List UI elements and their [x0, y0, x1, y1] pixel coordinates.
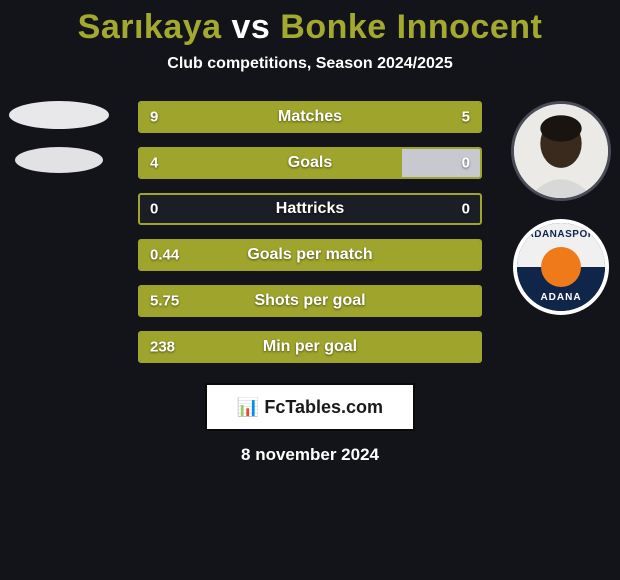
comparison-stage: ADANASPOR ADANA 9 Matches 5 4 Goals 0 0 Hattric…	[0, 101, 620, 363]
left-avatar-column	[4, 101, 114, 173]
stat-value-right: 0	[462, 201, 470, 218]
chart-icon: 📊	[237, 397, 258, 418]
stat-bar: 0 Hattricks 0	[138, 193, 482, 225]
subtitle: Club competitions, Season 2024/2025	[0, 55, 620, 73]
stat-label: Shots per goal	[254, 292, 365, 310]
right-avatar-column: ADANASPOR ADANA	[506, 101, 616, 315]
player1-name: Sarıkaya	[78, 8, 222, 46]
player1-club-badge	[15, 147, 103, 173]
player2-avatar	[511, 101, 611, 201]
source-badge: 📊 FcTables.com	[205, 383, 415, 431]
stat-bar: 5.75 Shots per goal	[138, 285, 482, 317]
stat-bars: 9 Matches 5 4 Goals 0 0 Hattricks 0 0.44 Goals per…	[138, 101, 482, 363]
stat-label: Min per goal	[263, 338, 357, 356]
stat-bar: 9 Matches 5	[138, 101, 482, 133]
club-name-bottom: ADANA	[517, 292, 605, 303]
stat-bar: 0.44 Goals per match	[138, 239, 482, 271]
stat-label: Goals per match	[247, 246, 372, 264]
club-name-top: ADANASPOR	[517, 229, 605, 240]
stat-value-left: 4	[150, 155, 158, 172]
stat-value-left: 0.44	[150, 247, 179, 264]
stat-label: Hattricks	[276, 200, 344, 218]
page-title: Sarıkaya vs Bonke Innocent	[0, 0, 620, 47]
player1-avatar	[9, 101, 109, 129]
stat-value-right: 0	[462, 155, 470, 172]
player2-name: Bonke Innocent	[280, 8, 542, 46]
player2-club-badge: ADANASPOR ADANA	[513, 219, 609, 315]
source-text: FcTables.com	[264, 397, 383, 418]
stat-value-left: 0	[150, 201, 158, 218]
stat-bar: 4 Goals 0	[138, 147, 482, 179]
date-text: 8 november 2024	[0, 445, 620, 465]
stat-label: Goals	[288, 154, 332, 172]
stat-label: Matches	[278, 108, 342, 126]
stat-bar-fill-left	[140, 149, 402, 177]
stat-bar: 238 Min per goal	[138, 331, 482, 363]
vs-text: vs	[232, 8, 271, 46]
stat-value-left: 5.75	[150, 293, 179, 310]
stat-value-right: 5	[462, 109, 470, 126]
stat-value-left: 9	[150, 109, 158, 126]
stat-value-left: 238	[150, 339, 175, 356]
